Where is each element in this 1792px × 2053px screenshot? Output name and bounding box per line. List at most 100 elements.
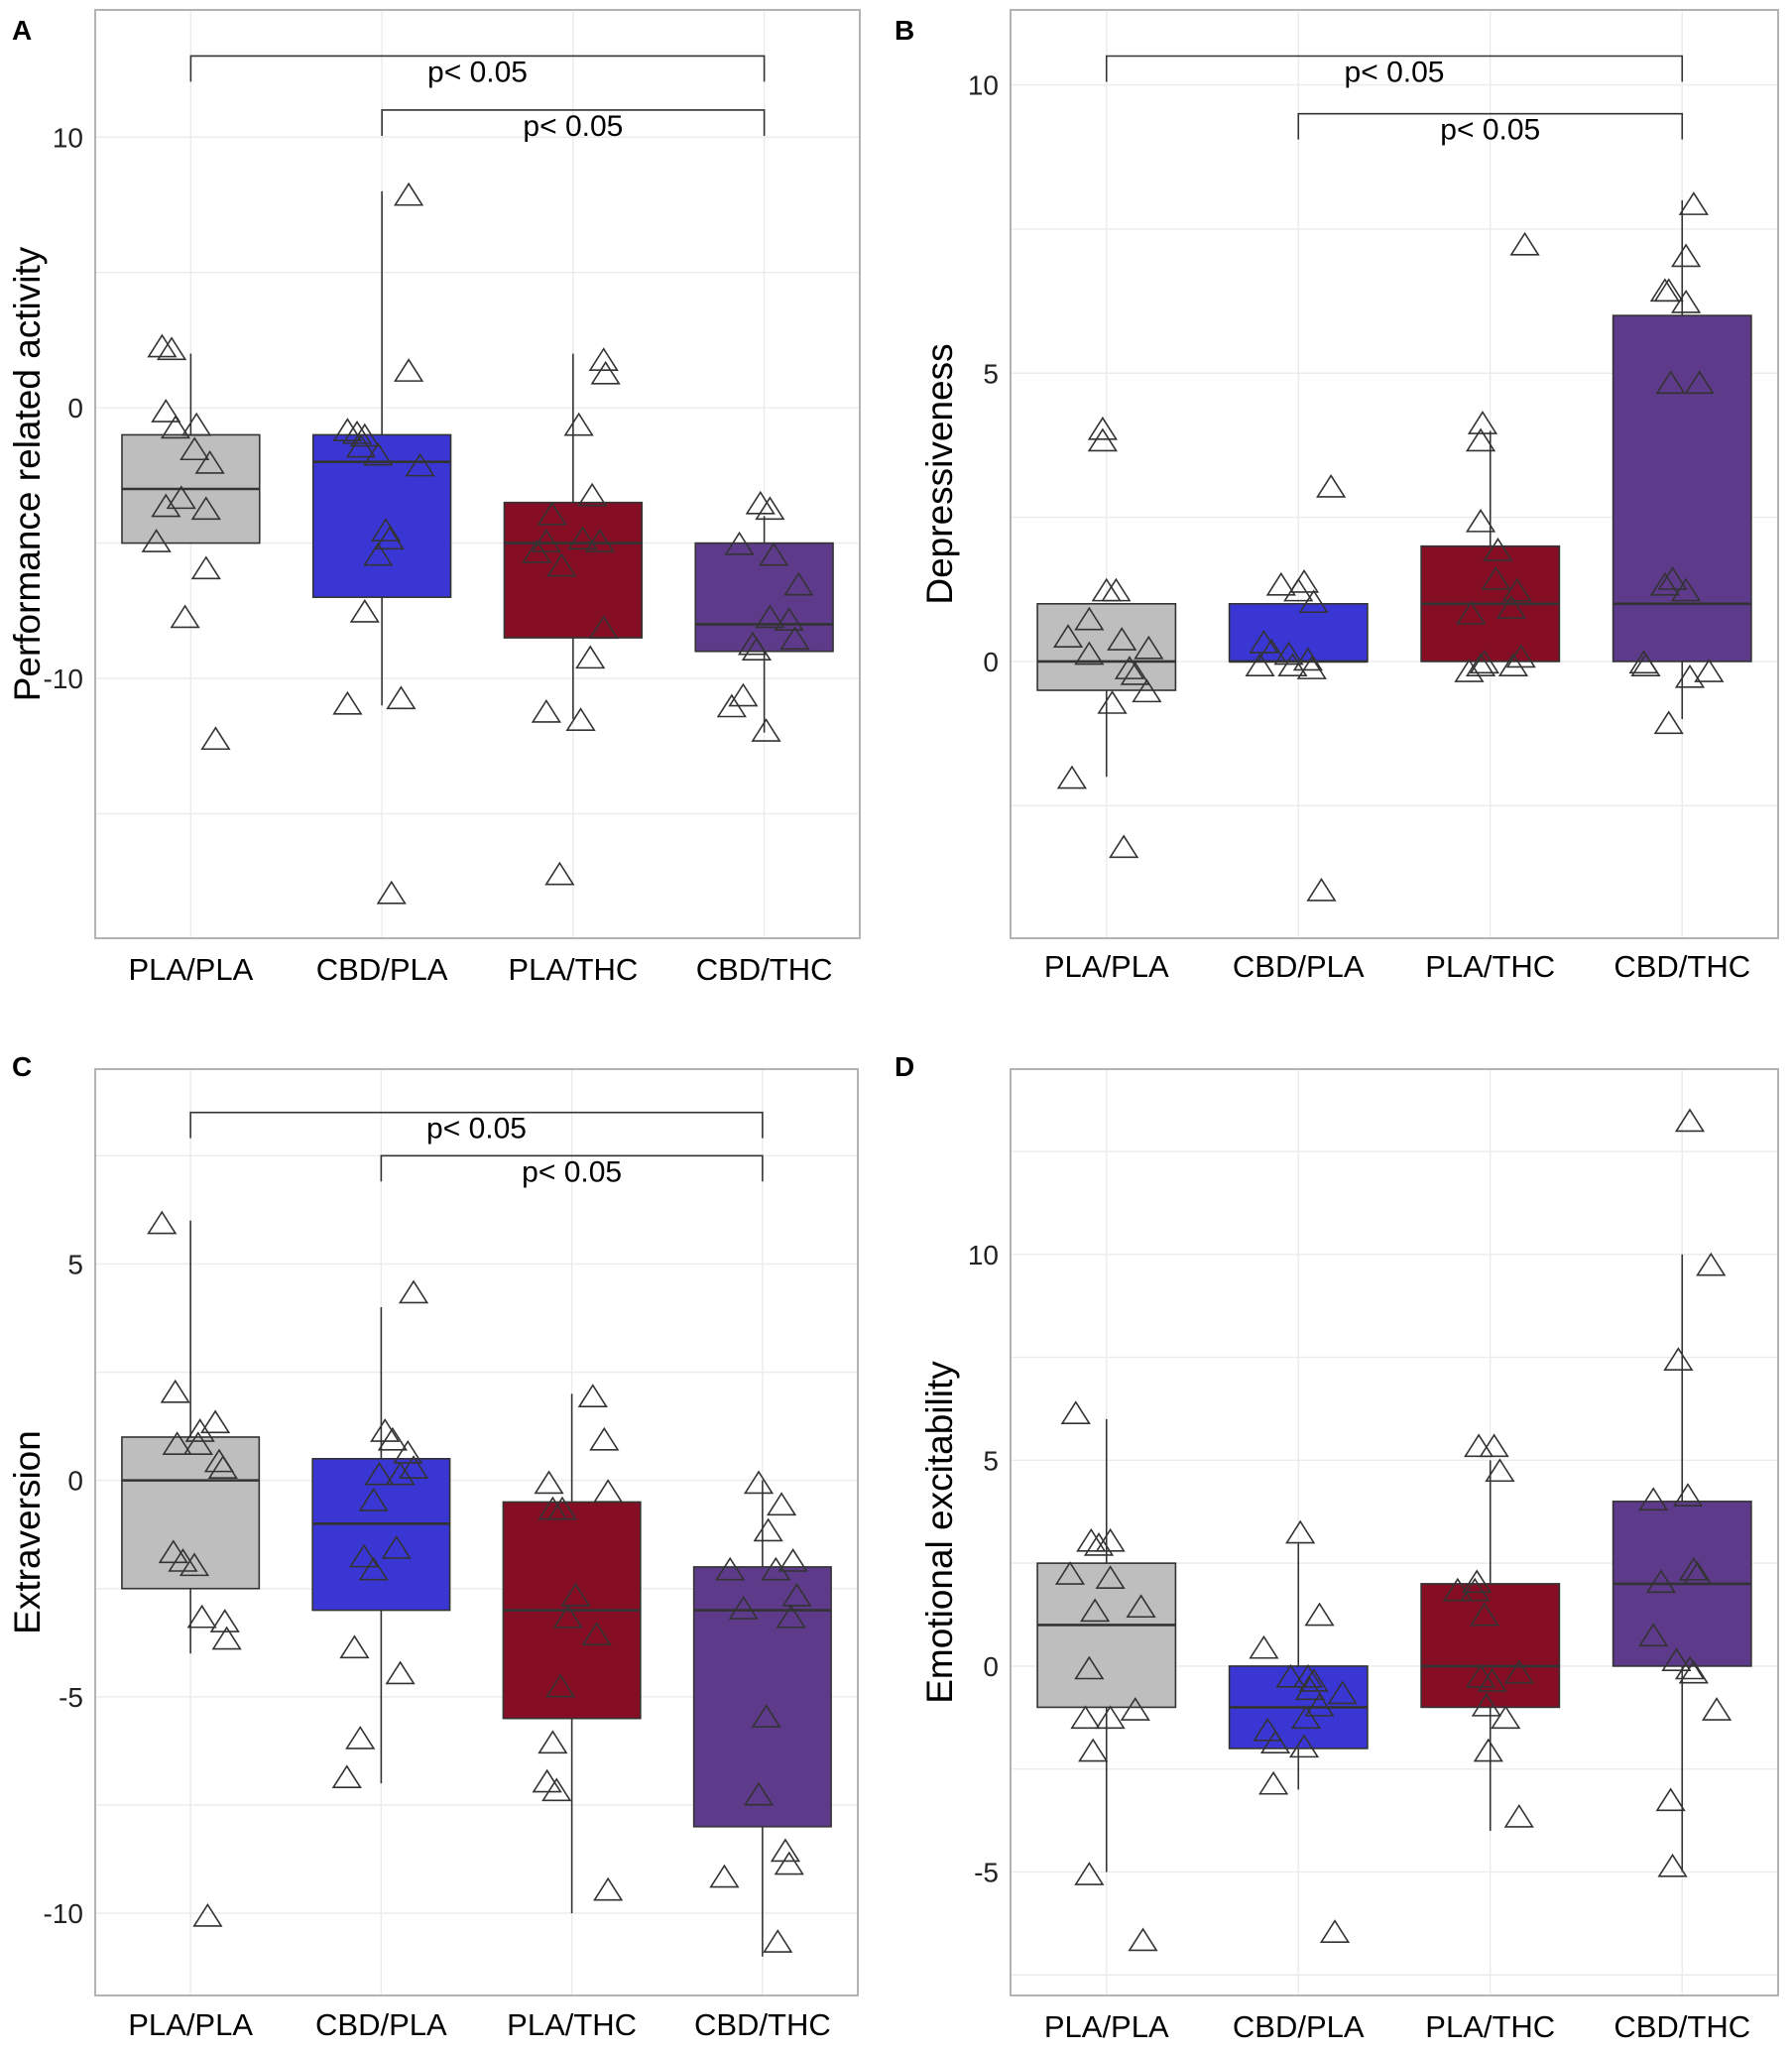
data-point: [743, 1781, 775, 1806]
data-point: [1678, 1659, 1709, 1684]
y-tick-label: 5: [983, 1445, 999, 1476]
data-point: [1120, 661, 1150, 685]
x-category-label: PLA/THC: [1425, 949, 1555, 984]
data-point: [709, 1864, 740, 1888]
data-point: [349, 423, 380, 447]
data-point: [1460, 1577, 1491, 1602]
data-point: [200, 1409, 231, 1434]
data-point: [751, 1704, 781, 1728]
data-point: [147, 333, 178, 358]
data-point: [160, 1379, 190, 1403]
box-cbd-pla: [311, 1458, 451, 1612]
data-point: [1132, 678, 1162, 703]
data-point: [589, 1426, 620, 1451]
data-point: [1503, 1659, 1534, 1684]
data-point: [1296, 656, 1327, 679]
y-axis-label: Depressiveness: [919, 343, 960, 604]
data-point: [1465, 508, 1496, 533]
data-point: [209, 1609, 240, 1632]
data-point: [1465, 653, 1496, 677]
data-point: [207, 1455, 238, 1479]
data-point: [358, 1487, 389, 1511]
data-point: [1501, 577, 1532, 602]
significance-label: p< 0.05: [1440, 114, 1540, 147]
data-point: [394, 358, 424, 382]
data-point: [1645, 1569, 1677, 1594]
data-point: [1074, 1862, 1105, 1885]
data-point: [147, 1210, 178, 1235]
data-point: [1265, 571, 1296, 596]
data-point: [783, 571, 814, 596]
x-category-label: CBD/THC: [1613, 2009, 1750, 2044]
data-point: [1249, 1634, 1279, 1659]
data-point: [1120, 1697, 1150, 1721]
data-point: [331, 1764, 362, 1789]
data-point: [166, 485, 196, 510]
data-point: [774, 1851, 804, 1875]
data-point: [141, 529, 172, 552]
y-tick-label: -5: [974, 1857, 999, 1887]
data-point: [398, 1279, 429, 1304]
data-point: [194, 449, 225, 474]
data-point: [531, 529, 561, 552]
data-point: [1095, 1527, 1126, 1552]
data-point: [761, 1556, 791, 1581]
x-category-label: PLA/PLA: [128, 2007, 253, 2042]
data-point: [584, 529, 615, 552]
y-tick-label: 10: [53, 122, 83, 153]
data-point: [1087, 416, 1118, 440]
y-axis-label: Performance related activity: [7, 246, 48, 701]
x-category-label: CBD/PLA: [316, 952, 448, 987]
data-point: [1294, 1676, 1325, 1701]
data-point: [332, 418, 363, 441]
data-point: [179, 436, 210, 461]
data-point: [1479, 1433, 1509, 1458]
plot-frame: [94, 1068, 859, 1996]
significance-label: p< 0.05: [427, 56, 528, 88]
data-point: [1657, 1853, 1688, 1877]
data-point: [1671, 243, 1702, 268]
data-point: [405, 452, 435, 477]
data-point: [1074, 1655, 1105, 1680]
data-point: [755, 496, 785, 521]
data-point: [1653, 278, 1684, 302]
data-point: [151, 399, 181, 423]
chart-panel-d: -5 0 5 10 PLA/PLA CBD/PLA PLA/THC CBD/THC Emotio…: [895, 1051, 1779, 2044]
data-point: [1469, 650, 1500, 674]
x-category-label: PLA/PLA: [1044, 2009, 1169, 2044]
data-point: [1483, 537, 1513, 561]
data-point: [1638, 1623, 1669, 1647]
significance-label: p< 0.05: [1345, 57, 1445, 89]
y-tick-label: 0: [67, 1466, 83, 1497]
data-point: [560, 1582, 591, 1607]
data-point: [179, 1552, 210, 1577]
data-point: [1469, 1602, 1500, 1627]
data-point: [1114, 656, 1145, 679]
data-point: [1126, 1594, 1156, 1619]
significance-bracket: [189, 55, 766, 82]
data-point: [567, 526, 598, 550]
chart-panel-b: 0 5 10 p< 0.05 p< 0.05 PLA/PLA CBD/PLA PLA/THC C…: [895, 9, 1779, 984]
data-point: [565, 707, 596, 731]
data-point: [1649, 571, 1680, 596]
y-tick-label: -10: [44, 1898, 83, 1929]
y-tick-label: 0: [67, 393, 83, 423]
data-point: [1454, 659, 1485, 682]
data-point: [1273, 641, 1304, 665]
data-point: [1109, 834, 1139, 859]
data-point: [575, 645, 606, 669]
data-point: [1649, 278, 1680, 302]
data-point: [1442, 1577, 1473, 1602]
data-point: [1277, 653, 1308, 677]
data-point: [341, 420, 373, 444]
x-category-label: CBD/PLA: [1233, 2009, 1365, 2044]
data-point: [1319, 1919, 1351, 1943]
data-point: [544, 861, 575, 886]
data-point: [1663, 1347, 1694, 1371]
significance-bracket: [1105, 55, 1684, 82]
y-tick-label: 5: [67, 1249, 83, 1279]
data-point: [743, 1470, 775, 1495]
data-point: [563, 412, 594, 436]
data-point: [1060, 1400, 1091, 1424]
